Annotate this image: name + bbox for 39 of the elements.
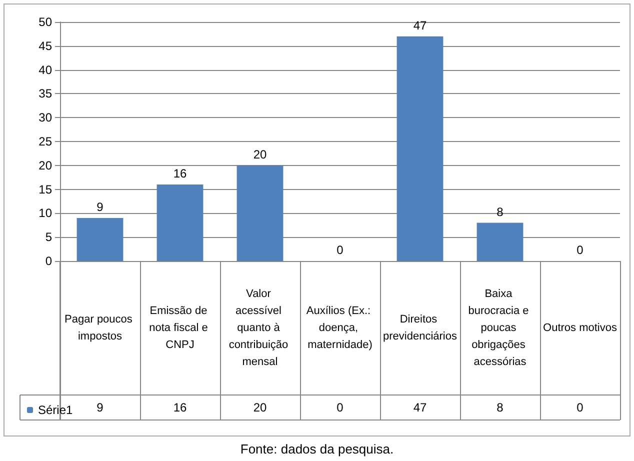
data-label: 8: [496, 400, 504, 414]
data-label: 0: [336, 400, 344, 414]
text: 16: [173, 166, 187, 181]
data-label: 47: [413, 400, 427, 414]
legend-label: Série1: [38, 403, 74, 417]
y-tick-label: 15: [38, 182, 52, 196]
data-label: 20: [253, 400, 267, 414]
y-tick-label: 10: [38, 206, 52, 220]
x-tick-label: Auxílios (Ex.: doença, maternidade): [306, 305, 374, 351]
bar: [76, 218, 124, 261]
bar: [476, 222, 524, 261]
text: 20: [253, 147, 267, 162]
bar: [156, 184, 204, 261]
data-label: 16: [173, 400, 187, 414]
text: 9: [96, 200, 104, 214]
y-tick-label: 35: [38, 86, 52, 101]
y-tick-label: 0: [45, 254, 52, 268]
x-tick-label: Direitos previdenciários: [383, 314, 458, 342]
x-tick-label: Valor acessível quanto à contribuição mensal: [228, 288, 292, 368]
text: 0: [336, 243, 344, 257]
text: 0: [576, 243, 584, 257]
text: 47: [413, 18, 427, 32]
y-tick-label: 30: [38, 110, 52, 125]
x-tick-label: Outros motivos: [543, 322, 618, 334]
y-tick-label: 20: [38, 158, 52, 172]
x-tick-label: Emissão de nota fiscal e CNPJ: [149, 305, 211, 351]
x-tick-label: Baixa burocracia e poucas obrigações acessórias: [468, 288, 532, 368]
data-label: 9: [96, 400, 104, 414]
y-tick-label: 5: [45, 230, 52, 244]
y-tick-label: 40: [38, 62, 52, 77]
y-tick-label: 50: [38, 15, 52, 29]
source-note: Fonte: dados da pesquisa.: [240, 442, 394, 456]
data-label: 0: [576, 400, 584, 414]
x-tick-label: Pagar poucos impostos: [64, 314, 136, 342]
y-tick-label: 45: [38, 38, 52, 53]
bar: [236, 165, 284, 261]
bar: [396, 36, 444, 261]
y-tick-label: 25: [38, 134, 52, 148]
text: 8: [496, 204, 504, 219]
